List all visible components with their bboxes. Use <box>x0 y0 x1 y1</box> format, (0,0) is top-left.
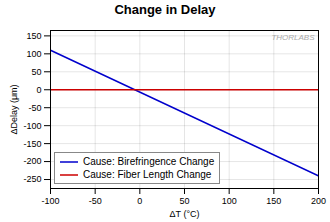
svg-text:THORLABS: THORLABS <box>271 33 315 42</box>
svg-text:-50: -50 <box>28 103 41 113</box>
svg-text:-150: -150 <box>23 138 41 148</box>
svg-text:50: 50 <box>179 196 189 206</box>
html-text:Cause: Fiber Length Change: Cause: Fiber Length Change <box>83 169 212 180</box>
svg-text:-100: -100 <box>41 196 59 206</box>
svg-text:150: 150 <box>266 196 281 206</box>
svg-text:-100: -100 <box>23 121 41 131</box>
svg-text:ΔT (°C): ΔT (°C) <box>170 209 200 219</box>
svg-text:ΔDelay (μm): ΔDelay (μm) <box>9 84 19 134</box>
svg-text:0: 0 <box>36 85 41 95</box>
html-text:Change in Delay: Change in Delay <box>114 2 216 17</box>
svg-text:-200: -200 <box>23 156 41 166</box>
svg-text:0: 0 <box>137 196 142 206</box>
svg-text:-50: -50 <box>89 196 102 206</box>
svg-text:100: 100 <box>26 49 41 59</box>
html-text:Cause: Birefringence Change: Cause: Birefringence Change <box>83 156 215 167</box>
svg-text:150: 150 <box>26 31 41 41</box>
svg-text:200: 200 <box>311 196 326 206</box>
svg-text:-250: -250 <box>23 174 41 184</box>
svg-text:50: 50 <box>31 67 41 77</box>
svg-text:100: 100 <box>222 196 237 206</box>
